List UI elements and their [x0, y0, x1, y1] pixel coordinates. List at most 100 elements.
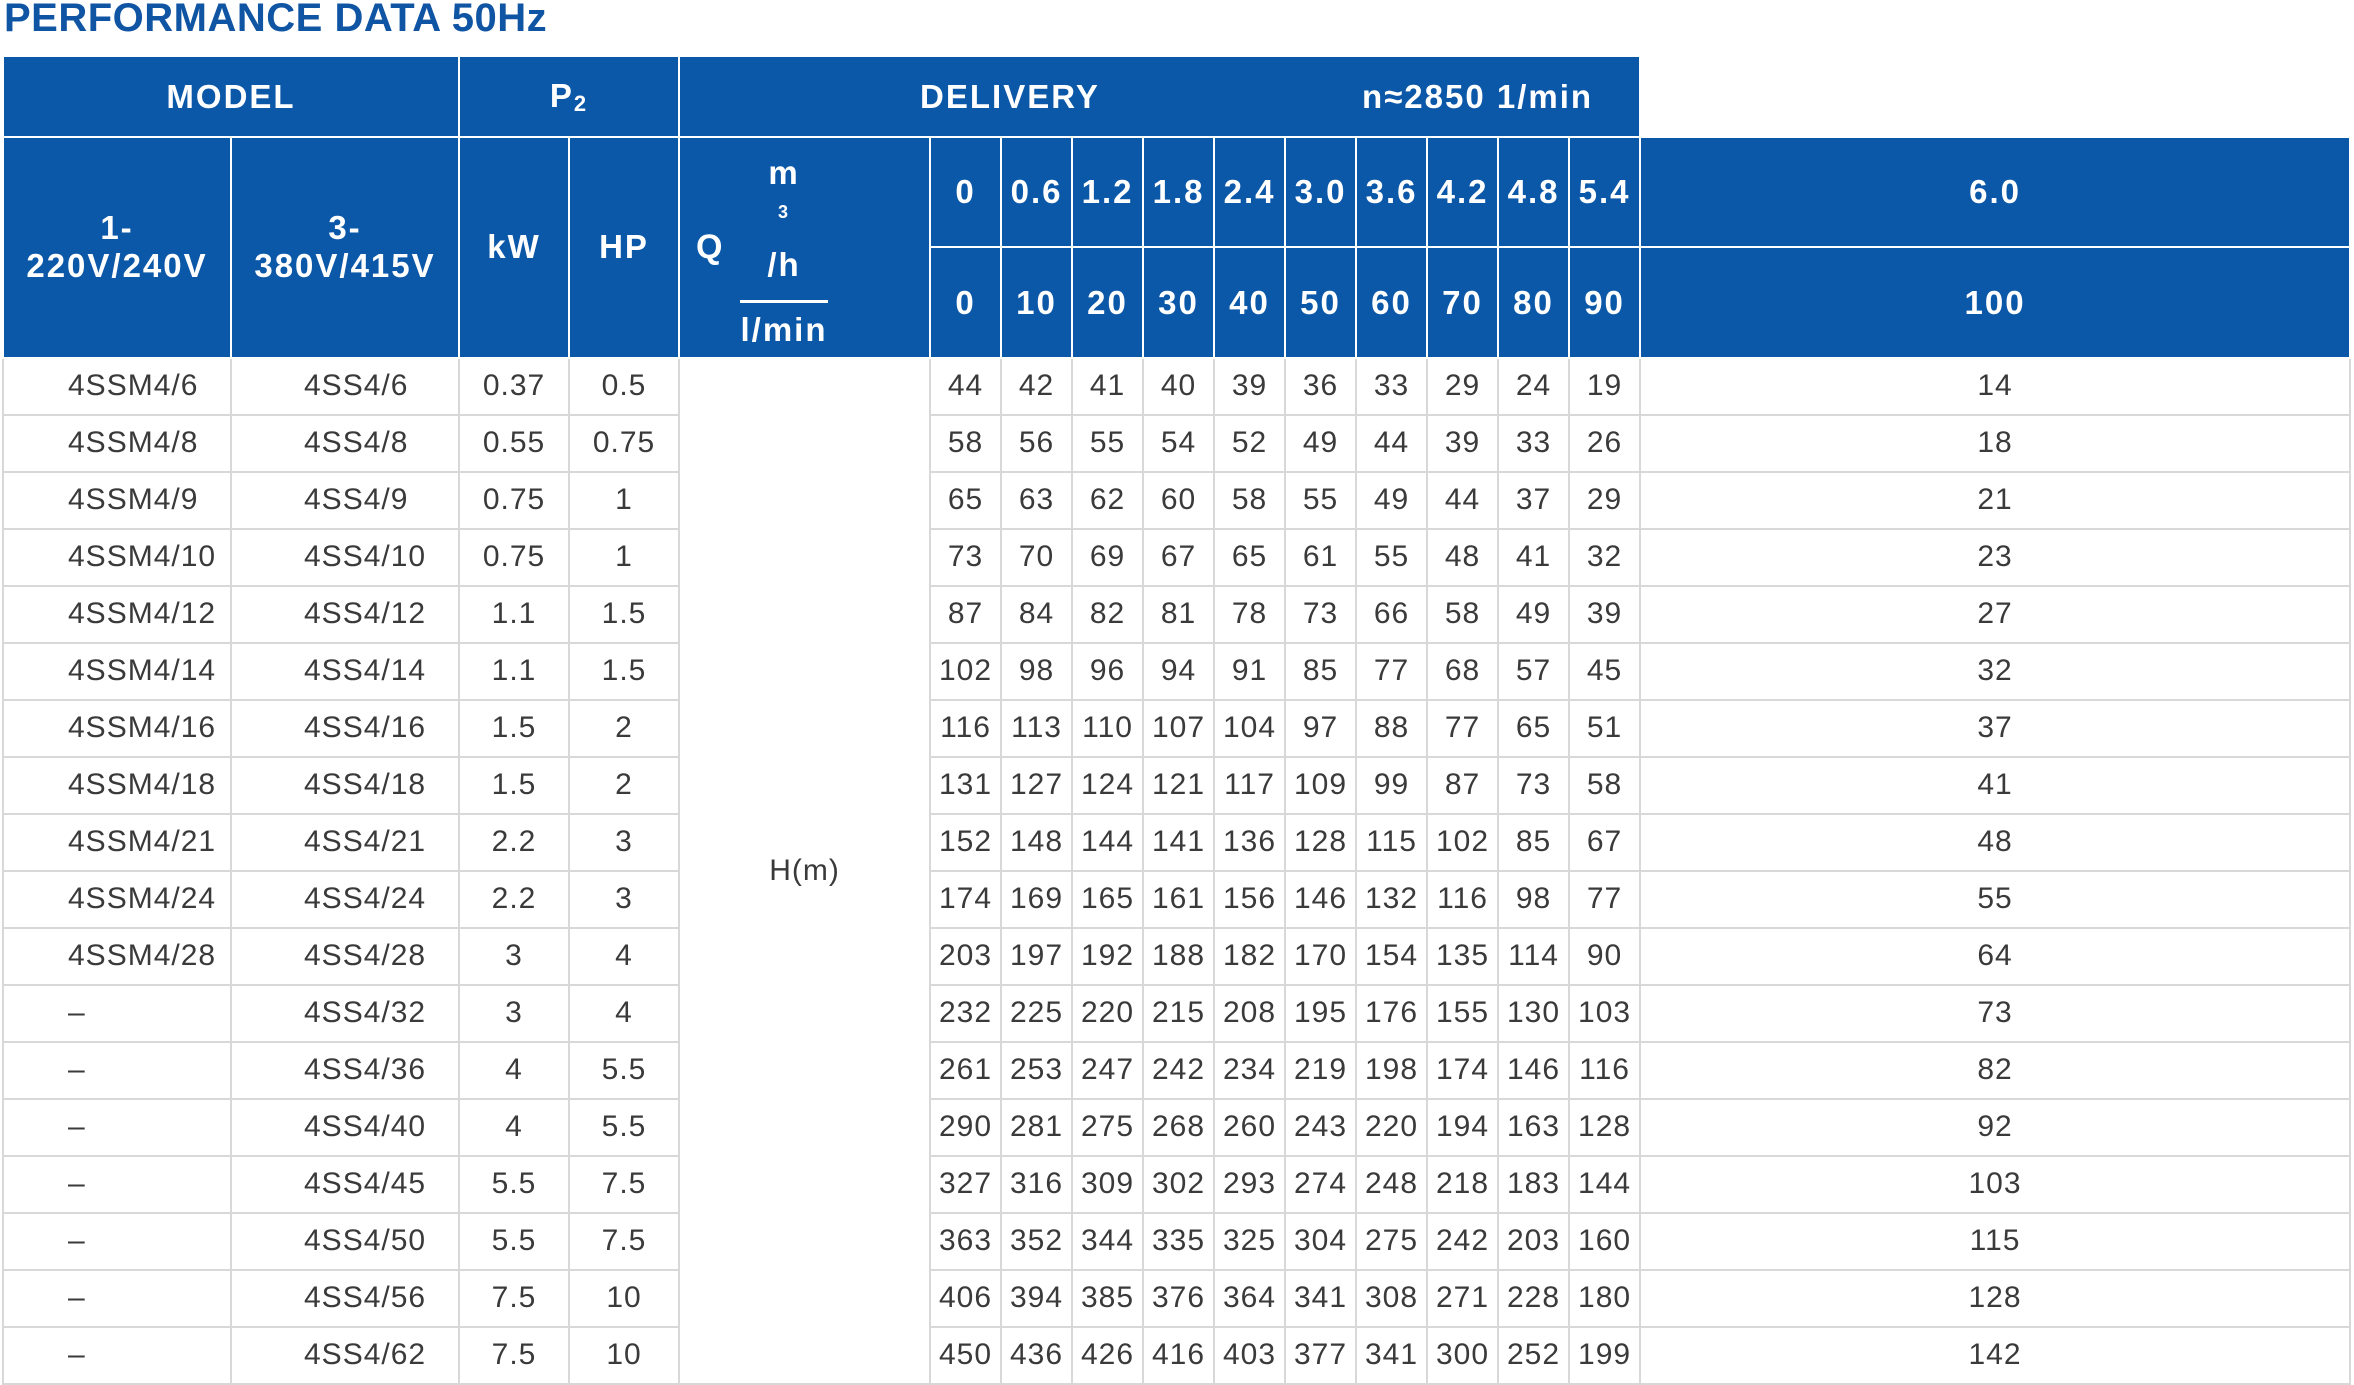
model-single-phase: –	[2, 1325, 232, 1385]
head-value: 403	[1213, 1325, 1287, 1385]
head-value: 385	[1071, 1268, 1145, 1328]
flow-m3h-cell: 1.2	[1071, 135, 1145, 249]
flow-m3h-cell: 3.6	[1355, 135, 1429, 249]
head-value: 66	[1355, 584, 1429, 644]
head-value: 39	[1568, 584, 1642, 644]
head-value: 363	[929, 1211, 1003, 1271]
head-value: 69	[1071, 527, 1145, 587]
model-single-phase: –	[2, 1154, 232, 1214]
head-value: 56	[1000, 413, 1074, 473]
head-value: 73	[929, 527, 1003, 587]
head-value: 242	[1426, 1211, 1500, 1271]
head-value: 293	[1213, 1154, 1287, 1214]
power-kw: 1.5	[458, 698, 571, 758]
head-value: 40	[1142, 356, 1216, 416]
unit-m3h: m 3/h	[740, 138, 828, 303]
model-single-phase: 4SSM4/10	[2, 527, 232, 587]
head-value: 218	[1426, 1154, 1500, 1214]
head-value: 104	[1213, 698, 1287, 758]
head-value: 152	[929, 812, 1003, 872]
flow-lmin-cell: 10	[1000, 246, 1074, 359]
head-value: 49	[1284, 413, 1358, 473]
single-phase-header: 1- 220V/240V	[2, 136, 232, 359]
head-value: 169	[1000, 869, 1074, 929]
table-row: –4SS4/50 5.5 7.5 363 352 344 335 325 304 275 242 20…	[2, 1211, 2351, 1271]
head-value: 148	[1000, 812, 1074, 872]
head-value: 58	[929, 413, 1003, 473]
table-row: –4SS4/62 7.5 10 450 436 426 416 403 377 341 300 252…	[2, 1325, 2351, 1385]
power-kw: 1.1	[458, 584, 571, 644]
flow-unit-header: Q m 3/h l/min	[678, 136, 932, 359]
model-single-phase: 4SSM4/6	[2, 356, 232, 416]
model-single-phase: –	[2, 983, 232, 1043]
head-value: 128	[1284, 812, 1358, 872]
head-value: 247	[1071, 1040, 1145, 1100]
head-value: 98	[1497, 869, 1571, 929]
head-value: 225	[1000, 983, 1074, 1043]
power-kw: 0.55	[458, 413, 571, 473]
head-value: 203	[1497, 1211, 1571, 1271]
head-value: 65	[1497, 698, 1571, 758]
head-value: 98	[1000, 641, 1074, 701]
head-value: 24	[1497, 356, 1571, 416]
head-value: 116	[1426, 869, 1500, 929]
head-value: 132	[1355, 869, 1429, 929]
head-value: 156	[1213, 869, 1287, 929]
head-value: 48	[1426, 527, 1500, 587]
head-value: 37	[1497, 470, 1571, 530]
flow-m3h-cell: 6.0	[1639, 135, 2351, 249]
head-value: 87	[1426, 755, 1500, 815]
head-value: 197	[1000, 926, 1074, 986]
head-value: 130	[1497, 983, 1571, 1043]
head-value: 220	[1355, 1097, 1429, 1157]
head-value: 58	[1426, 584, 1500, 644]
head-value: 114	[1497, 926, 1571, 986]
head-value: 302	[1142, 1154, 1216, 1214]
head-value: 77	[1426, 698, 1500, 758]
power-hp: 3	[568, 869, 681, 929]
model-single-phase: –	[2, 1211, 232, 1271]
head-value: 174	[929, 869, 1003, 929]
flow-lmin-cell: 70	[1426, 246, 1500, 359]
model-three-phase: 4SS4/6	[229, 356, 461, 416]
head-value: 146	[1284, 869, 1358, 929]
flow-m3h-cell: 2.4	[1213, 135, 1287, 249]
head-value: 416	[1142, 1325, 1216, 1385]
head-value: 81	[1142, 584, 1216, 644]
head-value: 176	[1355, 983, 1429, 1043]
head-value: 327	[929, 1154, 1003, 1214]
hp-header: HP	[568, 136, 681, 359]
head-value: 127	[1000, 755, 1074, 815]
head-value: 188	[1142, 926, 1216, 986]
head-value: 117	[1213, 755, 1287, 815]
head-value: 110	[1071, 698, 1145, 758]
head-value: 128	[1639, 1268, 2351, 1328]
table-row: 4SSM4/9 4SS4/9 0.75 1 65 63 62 60 58 55 49 44 37 29 21	[2, 470, 2351, 530]
head-value: 308	[1355, 1268, 1429, 1328]
flow-lmin-cell: 20	[1071, 246, 1145, 359]
head-value: 61	[1284, 527, 1358, 587]
head-value: 275	[1071, 1097, 1145, 1157]
head-value: 91	[1213, 641, 1287, 701]
head-value: 73	[1284, 584, 1358, 644]
head-value: 116	[929, 698, 1003, 758]
power-kw: 2.2	[458, 869, 571, 929]
head-value: 48	[1639, 812, 2351, 872]
power-hp: 1	[568, 527, 681, 587]
power-hp: 2	[568, 698, 681, 758]
power-hp: 7.5	[568, 1154, 681, 1214]
power-kw: 3	[458, 983, 571, 1043]
head-value: 121	[1142, 755, 1216, 815]
flow-m3h-cell: 1.8	[1142, 135, 1216, 249]
head-value: 136	[1213, 812, 1287, 872]
head-value: 58	[1213, 470, 1287, 530]
head-value: 49	[1497, 584, 1571, 644]
head-value: 116	[1568, 1040, 1642, 1100]
table-row: 4SSM4/16 4SS4/16 1.5 2 116 113 110 107 104 97 88 77…	[2, 698, 2351, 758]
head-value: 55	[1071, 413, 1145, 473]
head-value: 94	[1142, 641, 1216, 701]
head-value: 142	[1639, 1325, 2351, 1385]
head-value: 316	[1000, 1154, 1074, 1214]
head-value: 63	[1000, 470, 1074, 530]
head-value: 36	[1284, 356, 1358, 416]
